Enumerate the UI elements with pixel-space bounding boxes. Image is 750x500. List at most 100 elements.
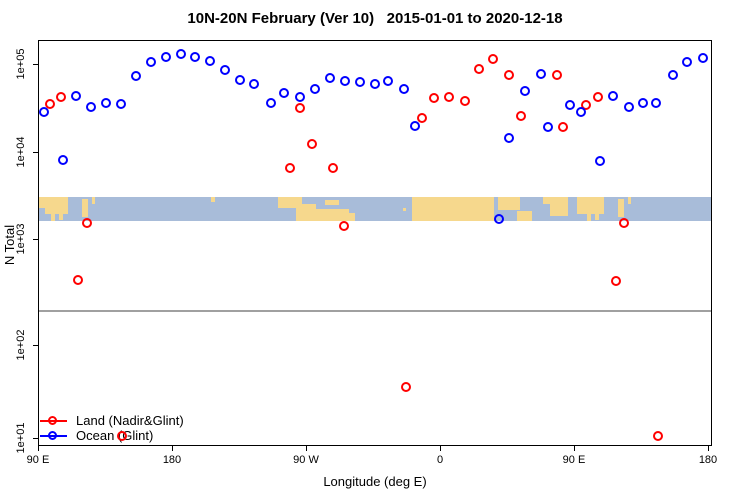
data-point-land <box>580 100 591 110</box>
data-point-land <box>592 91 603 102</box>
data-point-ocean <box>594 155 605 166</box>
data-point-land <box>618 217 629 228</box>
land-patch <box>38 196 46 208</box>
data-point-land <box>428 92 439 103</box>
data-point-ocean <box>409 121 420 132</box>
land-patch <box>81 199 88 218</box>
land-patch <box>517 211 533 221</box>
x-tick <box>574 446 575 451</box>
data-point-ocean <box>519 86 530 97</box>
x-tick <box>708 446 709 451</box>
x-tick <box>440 446 441 451</box>
data-point-ocean <box>382 75 393 86</box>
data-point-land <box>416 113 427 124</box>
x-tick <box>38 446 39 451</box>
data-point-ocean <box>354 77 365 88</box>
x-tick-label: 0 <box>436 454 444 466</box>
legend-item-ocean: Ocean (Glint) <box>40 428 184 443</box>
data-point-ocean <box>503 132 514 143</box>
land-patch <box>316 208 350 221</box>
data-point-ocean <box>204 56 215 67</box>
data-point-land <box>610 276 621 287</box>
data-point-land <box>487 53 498 64</box>
data-point-land <box>459 95 470 106</box>
data-point-ocean <box>248 78 259 89</box>
data-point-ocean <box>339 75 350 86</box>
data-point-ocean <box>564 100 575 110</box>
legend-marker-land-icon <box>40 413 67 428</box>
y-tick <box>33 64 38 65</box>
data-point-ocean <box>101 98 112 109</box>
data-point-land <box>306 139 317 150</box>
land-patch <box>402 207 406 212</box>
data-point-land <box>515 111 526 122</box>
data-point-land <box>503 69 514 80</box>
data-point-ocean <box>130 70 141 81</box>
data-point-ocean <box>697 52 708 63</box>
data-point-ocean <box>309 83 320 94</box>
data-point-ocean <box>58 155 68 165</box>
data-point-land <box>338 221 349 232</box>
y-tick-label: 1e+05 <box>15 48 27 80</box>
reference-line <box>38 309 712 312</box>
legend-label-ocean: Ocean (Glint) <box>76 428 154 443</box>
land-patch <box>498 196 521 211</box>
data-point-ocean <box>369 78 380 89</box>
y-tick <box>33 438 38 439</box>
data-point-ocean <box>324 73 335 83</box>
land-patch <box>325 199 339 205</box>
data-point-land <box>557 122 568 133</box>
y-tick <box>33 345 38 346</box>
data-point-ocean <box>575 106 586 117</box>
data-point-land <box>443 91 454 102</box>
land-patch <box>586 207 592 221</box>
legend-label-land: Land (Nadir&Glint) <box>76 413 184 428</box>
land-patch <box>617 199 624 218</box>
data-point-ocean <box>115 99 126 109</box>
land-patch <box>576 196 604 214</box>
data-point-ocean <box>161 52 172 63</box>
land-patch <box>277 196 302 208</box>
data-point-ocean <box>607 90 618 101</box>
data-point-land <box>652 431 663 442</box>
y-tick-label: 1e+02 <box>15 329 27 361</box>
plot-area <box>38 40 712 446</box>
data-point-ocean <box>637 98 648 109</box>
x-tick-label: 180 <box>698 454 718 466</box>
world-map-strip <box>38 196 712 221</box>
data-point-ocean <box>667 69 678 80</box>
data-point-ocean <box>650 98 661 109</box>
data-point-land <box>327 162 338 173</box>
y-tick <box>33 152 38 153</box>
land-patch <box>91 196 95 205</box>
data-point-ocean <box>681 57 692 68</box>
data-point-ocean <box>70 90 81 101</box>
data-point-ocean <box>542 122 553 133</box>
data-point-ocean <box>86 102 96 113</box>
x-tick <box>172 446 173 451</box>
data-point-land <box>400 382 411 393</box>
land-patch <box>542 196 554 205</box>
x-tick-label: 90 W <box>293 454 319 466</box>
data-point-ocean <box>235 74 246 85</box>
y-tick <box>33 239 38 240</box>
data-point-ocean <box>175 48 186 59</box>
legend-marker-ocean-icon <box>40 428 67 443</box>
land-patch <box>594 211 600 220</box>
data-point-land <box>81 217 92 228</box>
x-tick <box>306 446 307 451</box>
data-point-ocean <box>38 106 49 117</box>
data-point-ocean <box>265 98 276 109</box>
data-point-ocean <box>278 88 289 99</box>
data-point-land <box>55 91 66 102</box>
y-tick-label: 1e+03 <box>15 223 27 255</box>
data-point-ocean <box>220 64 230 75</box>
land-patch <box>210 196 216 202</box>
legend: Land (Nadir&Glint) Ocean (Glint) <box>40 413 184 443</box>
data-point-land <box>73 275 84 286</box>
data-point-land <box>294 103 305 114</box>
legend-item-land: Land (Nadir&Glint) <box>40 413 184 428</box>
data-point-ocean <box>294 91 305 102</box>
data-point-ocean <box>535 69 546 80</box>
